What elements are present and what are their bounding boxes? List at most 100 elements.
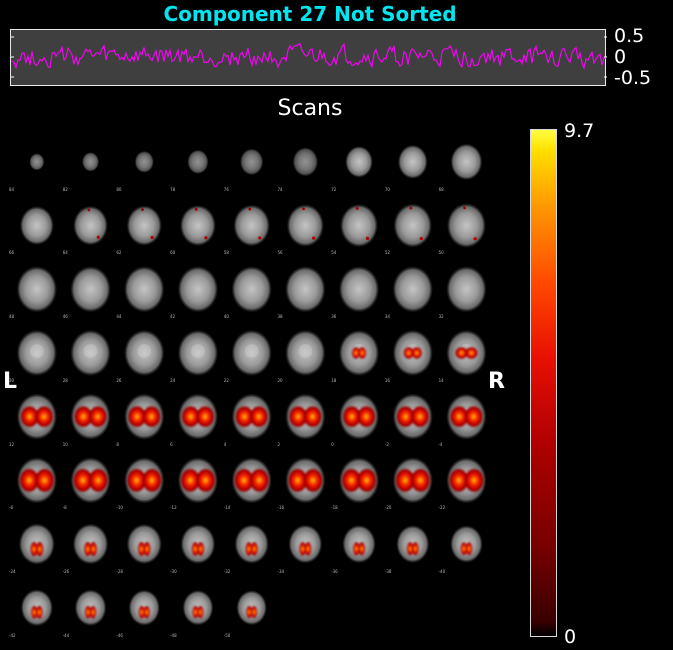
timecourse-series-line <box>11 42 607 70</box>
brain-slice <box>70 457 111 504</box>
slice-label: 76 <box>223 186 229 192</box>
activation-blob <box>192 605 204 619</box>
activation-spot <box>248 207 252 211</box>
slice-label: 0 <box>331 441 334 447</box>
slice-label: 8 <box>116 441 119 447</box>
slice-label: -28 <box>116 568 123 574</box>
brain-slice <box>70 330 111 376</box>
slice-label: -32 <box>223 568 231 574</box>
activation-blob <box>342 468 377 492</box>
slice-label: 12 <box>9 441 15 447</box>
brain-slice <box>124 266 165 313</box>
slice-label: 70 <box>384 186 390 192</box>
brain-slice <box>339 457 379 504</box>
slice-label: -18 <box>331 505 338 511</box>
brain-slice <box>124 457 165 504</box>
activation-blob <box>74 406 107 427</box>
slice-label: 4 <box>223 441 227 447</box>
brain-slice <box>447 203 486 248</box>
slice-label: -44 <box>62 632 70 638</box>
activation-blob <box>245 542 258 556</box>
timecourse-ytick-top: 0.5 <box>614 25 645 47</box>
activation-blob <box>352 347 367 359</box>
slice-label: -46 <box>116 632 123 638</box>
brain-slice <box>285 330 326 376</box>
slice-label: 44 <box>116 314 122 320</box>
activation-blob <box>288 468 323 492</box>
slice-label: -40 <box>438 568 446 574</box>
activation-blob <box>30 542 44 557</box>
slice-label: 72 <box>331 186 337 192</box>
brain-slice <box>180 205 216 246</box>
brain-slice <box>124 393 165 440</box>
brain-slice <box>446 266 487 313</box>
brain-slice <box>392 266 433 313</box>
brain-slice <box>70 266 111 313</box>
brain-slice <box>392 393 433 440</box>
slice-label: -8 <box>62 505 67 511</box>
brain-slice <box>231 266 272 313</box>
brain-slice <box>16 393 57 440</box>
slice-label: 18 <box>331 377 337 383</box>
brain-slice <box>178 457 218 504</box>
slice-label: 54 <box>331 250 337 256</box>
activation-spot <box>194 207 198 211</box>
brain-slice <box>392 330 433 376</box>
activation-spot <box>409 206 413 210</box>
slice-label: 10 <box>62 441 68 447</box>
brain-slice <box>126 205 162 246</box>
slice-label: -2 <box>384 441 389 447</box>
slice-label: 46 <box>62 314 68 320</box>
brain-slice <box>178 393 218 440</box>
brain-slice <box>286 204 324 247</box>
brain-slice <box>72 523 109 565</box>
slice-label: 50 <box>438 250 444 256</box>
activation-blob <box>127 468 162 492</box>
slice-label: 56 <box>277 250 283 256</box>
slice-label: 36 <box>331 314 337 320</box>
brain-slice <box>446 457 487 504</box>
slice-label: 30 <box>9 377 15 383</box>
slice-label: 24 <box>170 377 176 383</box>
slice-label: 60 <box>170 250 176 256</box>
slice-label: 32 <box>438 314 444 320</box>
brain-slice <box>29 153 45 171</box>
slice-label: -36 <box>331 568 338 574</box>
brain-slice <box>240 148 264 176</box>
slice-label: 80 <box>116 186 122 192</box>
slice-label: -4 <box>438 441 443 447</box>
slice-label: -22 <box>438 505 446 511</box>
slice-label: 28 <box>62 377 68 383</box>
slice-label: 78 <box>170 186 176 192</box>
slice-label: 22 <box>223 377 229 383</box>
activation-blob <box>235 406 268 427</box>
activation-blob <box>138 605 150 619</box>
brain-slice <box>70 393 111 440</box>
slice-label: -48 <box>170 632 177 638</box>
activation-blob <box>138 542 151 557</box>
slice-label: -42 <box>9 632 16 638</box>
brain-slice <box>134 151 154 173</box>
activation-blob <box>407 542 419 556</box>
brain-slice <box>396 525 430 563</box>
activation-spot <box>473 237 477 241</box>
activation-blob <box>299 542 312 556</box>
brain-slice <box>128 589 160 626</box>
brain-slice <box>187 149 209 174</box>
brain-slice <box>342 525 376 564</box>
activation-blob <box>449 468 484 492</box>
brain-slice <box>178 266 218 313</box>
slice-label: 6 <box>170 441 173 447</box>
activation-blob <box>73 468 108 492</box>
activation-blob <box>181 406 214 427</box>
activation-blob <box>395 468 430 492</box>
slice-label: 14 <box>438 377 444 383</box>
activation-spot <box>365 236 370 240</box>
brain-slice <box>392 457 433 504</box>
timecourse-plot <box>10 29 607 86</box>
activation-blob <box>128 406 161 427</box>
activation-blob <box>450 406 483 427</box>
activation-blob <box>20 406 53 427</box>
activation-spot <box>150 235 154 240</box>
slice-label: 48 <box>9 314 15 320</box>
